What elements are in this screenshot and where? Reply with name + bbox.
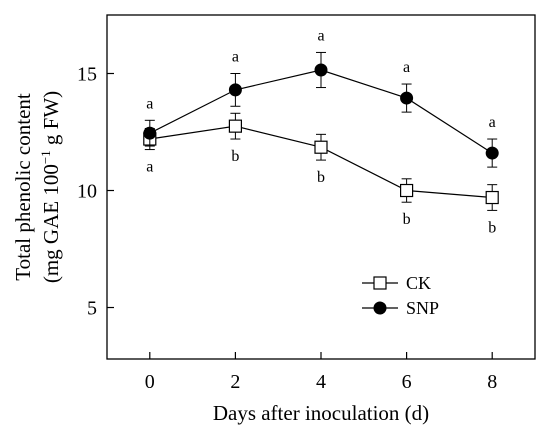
y-tick-label: 15 [77, 64, 97, 86]
significance-labels: a b b b b a a a a a [146, 27, 496, 236]
x-tick-label: 0 [145, 371, 155, 393]
point-snp [143, 126, 157, 140]
x-tick-label: 6 [402, 371, 412, 393]
y-tick-label: 10 [77, 181, 97, 203]
sig-label-ck: b [488, 219, 496, 236]
x-tick-label: 8 [487, 371, 497, 393]
y-axis-title-prefix: (mg GAE 100 [39, 164, 63, 283]
sig-label-snp: a [317, 27, 324, 44]
point-ck [314, 140, 328, 154]
y-tick-label: 5 [87, 298, 97, 320]
y-axis-title-suffix: g FW) [39, 91, 63, 151]
point-snp [228, 83, 242, 97]
sig-label-ck: a [146, 159, 153, 176]
y-axis-title-exponent: −1 [38, 150, 53, 164]
legend-snp-label: SNP [406, 298, 439, 318]
x-axis-title: Days after inoculation (d) [213, 401, 429, 425]
point-ck [228, 119, 242, 133]
legend: CK SNP [362, 273, 439, 318]
point-snp [400, 91, 414, 105]
y-axis-title: Total phenolic content (mg GAE 100−1 g F… [11, 91, 63, 283]
data-series [143, 51, 499, 211]
series-snp [143, 51, 499, 168]
point-ck [400, 183, 414, 198]
legend-snp-marker [373, 301, 387, 315]
sig-label-ck: b [317, 169, 325, 186]
y-axis-title-line1: Total phenolic content [11, 93, 35, 281]
sig-label-snp: a [232, 49, 239, 66]
x-tick-label: 2 [230, 371, 240, 393]
sig-label-ck: b [403, 211, 411, 228]
point-ck [485, 190, 499, 205]
y-axis-title-line2: (mg GAE 100−1 g FW) [38, 91, 63, 283]
x-tick-label: 4 [316, 371, 326, 393]
point-snp [314, 63, 328, 77]
axis-ticks: 0 2 4 6 8 5 10 15 [77, 64, 497, 393]
sig-label-snp: a [489, 114, 496, 131]
sig-label-ck: b [231, 148, 239, 165]
legend-ck-label: CK [406, 273, 431, 293]
sig-label-snp: a [403, 59, 410, 76]
point-snp [485, 146, 499, 160]
sig-label-snp: a [146, 95, 153, 112]
series-ck [143, 112, 499, 211]
legend-ck-marker [373, 276, 387, 290]
